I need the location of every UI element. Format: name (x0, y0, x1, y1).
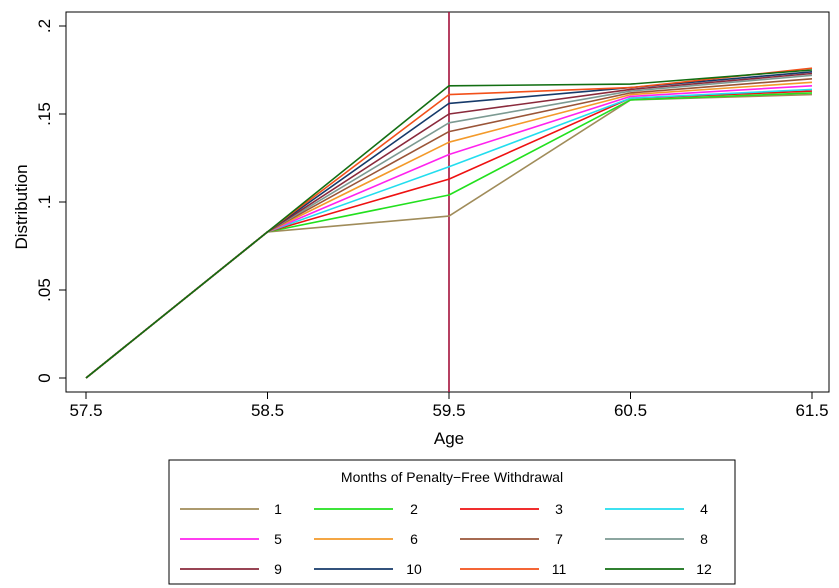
legend: Months of Penalty−Free Withdrawal 1 2 3 45 6… (168, 459, 736, 585)
legend-label-8: 8 (700, 531, 708, 547)
legend-label-11: 11 (552, 561, 567, 577)
y-axis-label: Distribution (12, 164, 31, 249)
y-tick-label: .1 (35, 195, 54, 209)
y-tick-label: .05 (35, 278, 54, 302)
y-tick-label: .15 (35, 102, 54, 126)
legend-label-5: 5 (274, 531, 282, 547)
series-layer (85, 67, 813, 379)
x-axis-label: Age (434, 429, 464, 448)
x-tick-label: 61.5 (795, 401, 828, 420)
legend-label-3: 3 (555, 501, 563, 517)
x-tick-label: 57.5 (69, 401, 102, 420)
legend-label-2: 2 (410, 501, 418, 517)
legend-label-10: 10 (406, 561, 422, 577)
axes-layer: 57.5 58.5 59.5 60.5 61.5 0 .05 .1 .15 .2 (35, 19, 829, 420)
legend-title: Months of Penalty−Free Withdrawal (341, 469, 563, 485)
legend-label-12: 12 (696, 561, 712, 577)
legend-label-1: 1 (274, 501, 282, 517)
legend-items: 1 2 3 45 6 7 89 10 11 12 (180, 501, 712, 577)
legend-label-7: 7 (555, 531, 563, 547)
x-tick-label: 60.5 (614, 401, 647, 420)
x-tick-label: 58.5 (251, 401, 284, 420)
legend-label-4: 4 (700, 501, 708, 517)
x-tick-label: 59.5 (432, 401, 465, 420)
y-tick-label: .2 (35, 19, 54, 33)
legend-label-6: 6 (410, 531, 418, 547)
legend-label-9: 9 (274, 561, 282, 577)
legend-box (168, 459, 736, 585)
y-tick-label: 0 (35, 373, 54, 382)
series-line-12 (85, 69, 813, 379)
